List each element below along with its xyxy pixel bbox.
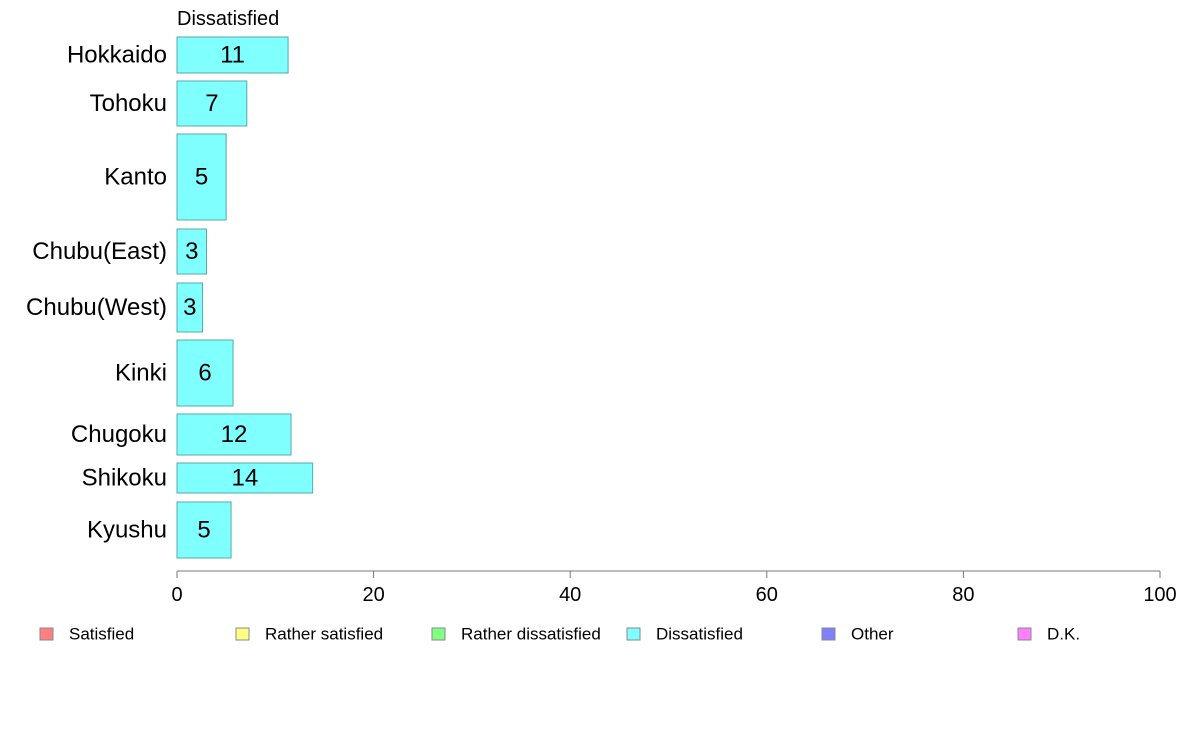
data-label: 12 — [221, 421, 248, 448]
category-label: Hokkaido — [67, 42, 167, 69]
bar — [176, 282, 204, 333]
x-tick-label: 0 — [171, 584, 182, 606]
category-label: Chugoku — [71, 421, 167, 448]
legend-swatch — [626, 627, 641, 641]
data-label: 5 — [197, 517, 210, 544]
bar — [176, 80, 248, 127]
category-label: Kinki — [115, 360, 167, 387]
legend-label: Other — [851, 625, 894, 644]
legend: Satisfied Rather satisfied Rather dissatis… — [39, 625, 1080, 644]
panel-label: Dissatisfied — [177, 8, 279, 30]
data-label: 6 — [198, 360, 211, 387]
legend-swatch — [235, 627, 250, 641]
legend-swatch — [431, 627, 446, 641]
category-label: Shikoku — [82, 465, 167, 492]
legend-item: Dissatisfied — [626, 625, 743, 644]
legend-item: Satisfied — [39, 625, 134, 644]
legend-swatch — [821, 627, 836, 641]
legend-label: Rather dissatisfied — [461, 625, 601, 644]
category-label: Chubu(East) — [32, 238, 167, 265]
bar — [176, 133, 227, 221]
legend-label: Satisfied — [69, 625, 134, 644]
bar — [176, 413, 292, 456]
bar — [176, 36, 289, 74]
bars-layer: Hokkaido 11 Tohoku 7 Kanto 5 Chubu(East) 3 Chubu… — [26, 36, 314, 559]
legend-item: Rather dissatisfied — [431, 625, 601, 644]
category-label: Kanto — [104, 164, 167, 191]
legend-label: Rather satisfied — [265, 625, 383, 644]
legend-item: Other — [821, 625, 894, 644]
x-tick-label: 60 — [756, 584, 778, 606]
data-label: 7 — [205, 90, 218, 117]
legend-label: D.K. — [1047, 625, 1080, 644]
x-tick-label: 100 — [1143, 584, 1176, 606]
data-label: 11 — [220, 42, 245, 69]
x-axis: 0 20 40 60 80 100 — [171, 570, 1177, 606]
category-label: Chubu(West) — [26, 294, 167, 321]
legend-swatch — [1017, 627, 1032, 641]
x-tick-label: 40 — [559, 584, 581, 606]
data-label: 14 — [231, 465, 258, 492]
data-label: 3 — [183, 294, 196, 321]
category-label: Kyushu — [87, 517, 167, 544]
data-label: 5 — [195, 164, 208, 191]
legend-item: Rather satisfied — [235, 625, 383, 644]
bar — [176, 228, 207, 275]
bar — [176, 339, 234, 407]
legend-item: D.K. — [1017, 625, 1080, 644]
x-tick-label: 80 — [952, 584, 974, 606]
legend-swatch — [39, 627, 54, 641]
bar — [176, 501, 232, 559]
bar — [176, 462, 314, 494]
legend-label: Dissatisfied — [656, 625, 743, 644]
category-label: Tohoku — [90, 90, 167, 117]
x-tick-label: 20 — [362, 584, 384, 606]
data-label: 3 — [185, 238, 198, 265]
